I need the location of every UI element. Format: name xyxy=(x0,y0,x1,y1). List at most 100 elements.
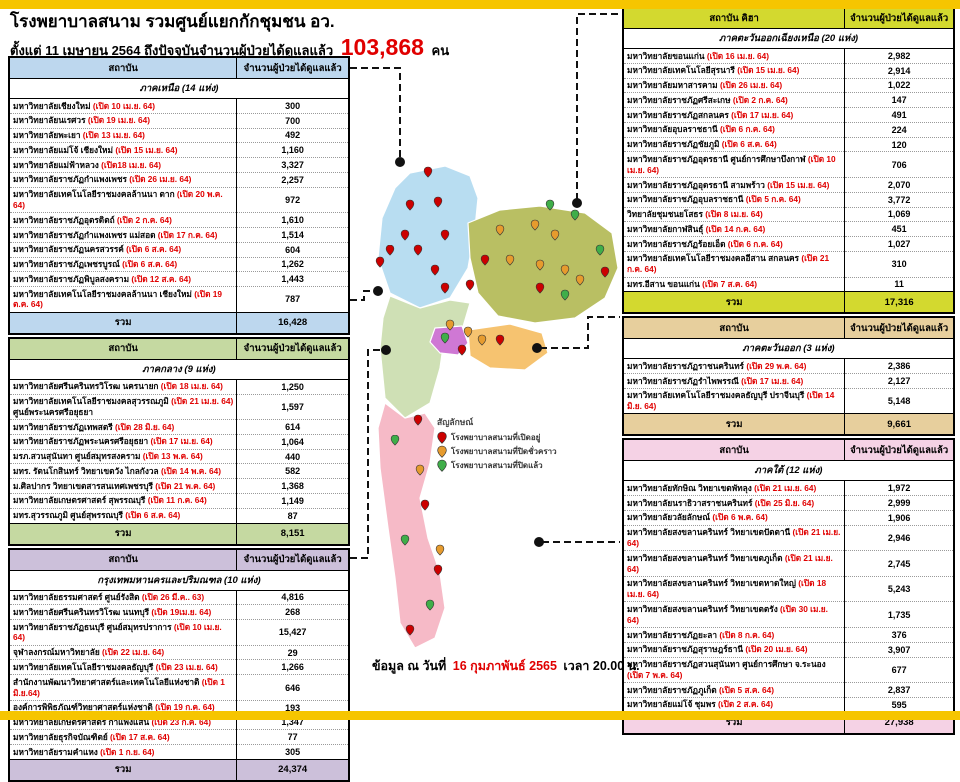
institution-name: มหาวิทยาลัยสงขลานครินทร์ วิทยาเขตภูเก็ต xyxy=(627,552,785,563)
institution-name: มหาวิทยาลัยราชภัฏสกลนคร xyxy=(627,109,732,120)
col-header-count: จำนวนผู้ป่วยได้ดูแลแล้ว xyxy=(844,438,955,462)
open-date: (เปิด18 เม.ย. 64) xyxy=(101,159,161,170)
open-date: (เปิด 23 เม.ย. 64) xyxy=(155,661,218,672)
institution-name: มหาวิทยาลัยราชภัฏชัยภูมิ xyxy=(627,139,722,150)
open-date: (เปิด 20 เม.ย. 64) xyxy=(745,644,808,655)
open-date: (เปิด 17 ก.ค. 64) xyxy=(157,229,218,240)
open-date: (เปิด 19 ต.ค. 64) xyxy=(13,288,222,310)
table-row: มหาวิทยาลัยราชภัฏเพชรบูรณ์ (เปิด 6 ส.ค. … xyxy=(9,257,349,273)
table-row: มทร.สุวรรณภูมิ ศูนย์สุพรรณบุรี (เปิด 6 ส… xyxy=(9,508,349,524)
col-header-count: จำนวนผู้ป่วยได้ดูแลแล้ว xyxy=(236,337,350,360)
table-row: มหาวิทยาลัยราชภัฏธนบุรี ศูนย์สมุทรปราการ… xyxy=(9,619,349,646)
map-pins xyxy=(375,166,610,636)
section-title: ภาคตะวันออก (3 แห่ง) xyxy=(623,338,954,360)
institution-name: มหาวิทยาลัยราชภัฏร้อยเอ็ด xyxy=(627,238,728,249)
patient-count-cell: 2,837 xyxy=(844,682,954,698)
hospital-pin-icon xyxy=(560,289,570,301)
institution-cell: สำนักงานพัฒนาวิทยาศาสตร์และเทคโนโลยีแห่ง… xyxy=(9,674,237,701)
total-label: รวม xyxy=(623,291,845,314)
patient-count-cell: 1,972 xyxy=(844,480,954,497)
hospital-pin-icon xyxy=(477,334,487,346)
hospital-pin-icon xyxy=(440,229,450,241)
table-row: ม.ศิลปากร วิทยาเขตสารสนเทศเพชรบุรี (เปิด… xyxy=(9,478,349,494)
map-legend: สัญลักษณ์ โรงพยาบาลสนามที่เปิดอยู่ โรงพยา… xyxy=(437,415,617,473)
table-central: สถาบัน จำนวนผู้ป่วยได้ดูแลแล้ว ภาคกลาง (9 … xyxy=(8,336,350,546)
patient-count-cell: 4,816 xyxy=(236,590,349,606)
institution-cell: มหาวิทยาลัยแม่ฟ้าหลวง (เปิด18 เม.ย. 64) xyxy=(9,157,237,173)
patient-count-cell: 700 xyxy=(236,113,349,129)
patient-count-cell: 3,907 xyxy=(844,642,954,658)
table-row: มหาวิทยาลัยราชภัฏร้อยเอ็ด (เปิด 6 ก.ค. 6… xyxy=(623,236,954,252)
institution-cell: มหาวิทยาลัยราชภัฏร้อยเอ็ด (เปิด 6 ก.ค. 6… xyxy=(623,236,845,252)
open-date: (เปิด 12 ส.ค. 64) xyxy=(131,273,191,284)
open-date: (เปิด 10 เม.ย. 64) xyxy=(13,621,222,643)
table-row: มหาวิทยาลัยศรีนครินทรวิโรฒ นครนายก (เปิด… xyxy=(9,379,349,395)
institution-cell: มทร.สุวรรณภูมิ ศูนย์สุพรรณบุรี (เปิด 6 ส… xyxy=(9,508,237,524)
table-row: มหาวิทยาลัยเทคโนโลยีราชมงคลล้านนา เชียงใ… xyxy=(9,286,349,313)
legend-items: โรงพยาบาลสนามที่เปิดอยู่ โรงพยาบาลสนามที่… xyxy=(437,431,617,472)
map-region-south xyxy=(377,402,446,649)
institution-cell: มหาวิทยาลัยราชภัฏภูเก็ต (เปิด 5 ส.ค. 64) xyxy=(623,682,845,698)
total-patients-unit: คน xyxy=(431,43,450,59)
institution-name: มหาวิทยาลัยเทคโนโลยีราชมงคลล้านนา เชียงใ… xyxy=(13,288,195,299)
institution-name: มหาวิทยาลัยราชภัฏสุราษฎร์ธานี xyxy=(627,644,746,655)
col-header-count: จำนวนผู้ป่วยได้ดูแลแล้ว xyxy=(236,56,350,79)
institution-cell: มหาวิทยาลัยเกษตรศาสตร์ สุพรรณบุรี (เปิด … xyxy=(9,493,237,509)
col-header-institution: สถาบัน xyxy=(8,56,238,79)
section-row: กรุงเทพมหานครและปริมณฑล (10 แห่ง) xyxy=(9,570,349,591)
table-row: มหาวิทยาลัยรามคำแหง (เปิด 1 ก.ย. 64) 305 xyxy=(9,744,349,760)
hospital-pin-icon xyxy=(495,334,505,346)
bottom-gold-bar xyxy=(0,711,960,720)
institution-cell: มทร. รัตนโกสินทร์ วิทยาเขตวัง ไกลกังวล (… xyxy=(9,463,237,480)
open-date: (เปิด 18 เม.ย. 64) xyxy=(627,578,827,600)
open-date: (เปิด 7 พ.ค. 64) xyxy=(627,669,683,680)
institution-name: มหาวิทยาลัยราชภัฏภูเก็ต xyxy=(627,684,719,695)
open-date: (เปิด 6 ส.ค. 64) xyxy=(126,244,182,255)
institution-cell: มหาวิทยาลัยราชภัฏนครสวรรค์ (เปิด 6 ส.ค. … xyxy=(9,242,237,258)
section-row: ภาคกลาง (9 แห่ง) xyxy=(9,359,349,380)
institution-cell: มหาวิทยาลัยอุบลราชธานี (เปิด 6 ก.ค. 64) xyxy=(623,122,845,138)
institution-name: มหาวิทยาลัยราชภัฏอุดรธานี ศูนย์การศึกษาบ… xyxy=(627,153,808,164)
table-northeast-header-row: สถาบัน คิฮา จำนวนผู้ป่วยได้ดูแลแล้ว xyxy=(622,6,955,29)
institution-name: มหาวิทยาลัยอุบลราชธานี xyxy=(627,124,720,135)
open-date: (เปิด 19 เม.ย. 64) xyxy=(87,115,151,126)
institution-cell: มหาวิทยาลัยราชภัฏยะลา (เปิด 8 ก.ค. 64) xyxy=(623,627,845,643)
table-row: มหาวิทยาลัยราชภัฏรำไพพรรณี (เปิด 17 เม.ย… xyxy=(623,373,954,389)
open-date: (เปิด 15 เม.ย. 64) xyxy=(737,65,800,76)
institution-name: มหาวิทยาลัยราชภัฏกำแพงเพชร แม่สอด xyxy=(13,229,158,240)
institution-cell: มหาวิทยาลัยราชภัฏสวนสุนันทา ศูนย์การศึกษ… xyxy=(623,657,845,684)
open-date: (เปิด 15 เม.ย. 64) xyxy=(767,179,830,190)
table-row: มหาวิทยาลัยแม่โจ้ ชุมพร (เปิด 2 ส.ค. 64)… xyxy=(623,697,954,713)
col-header-count: จำนวนผู้ป่วยได้ดูแลแล้ว xyxy=(844,316,955,340)
total-row: รวม 8,151 xyxy=(9,522,349,545)
right-tables-column: สถาบัน คิฮา จำนวนผู้ป่วยได้ดูแลแล้ว ภาคตะว… xyxy=(622,6,955,735)
hospital-pin-icon xyxy=(435,544,445,556)
institution-name: มหาวิทยาลัยธรรมศาสตร์ ศูนย์รังสิต xyxy=(13,592,142,603)
open-date: (เปิด 6 ก.ค. 64) xyxy=(727,238,783,249)
institution-cell: มหาวิทยาลัยศรีนครินทรวิโรฒ นครนายก (เปิด… xyxy=(9,379,237,395)
patient-count-cell: 376 xyxy=(844,627,954,643)
table-row: มหาวิทยาลัยเชียงใหม่ (เปิด 10 เม.ย. 64) 3… xyxy=(9,98,349,114)
institution-name: ม.ศิลปากร วิทยาเขตสารสนเทศเพชรบุรี xyxy=(13,480,156,491)
institution-cell: มหาวิทยาลัยวลัยลักษณ์ (เปิด 6 พ.ค. 64) xyxy=(623,510,845,526)
total-value: 8,151 xyxy=(236,522,349,545)
patient-count-cell: 2,914 xyxy=(844,63,954,79)
hospital-pin-icon xyxy=(390,434,400,446)
institution-name: มหาวิทยาลัยรามคำแหง xyxy=(13,746,101,757)
institution-name: มหาวิทยาลัยมหาสารคาม xyxy=(627,80,720,91)
hospital-pin-icon xyxy=(405,624,415,636)
table-row: มหาวิทยาลัยพะเยา (เปิด 13 เม.ย. 64) 492 xyxy=(9,128,349,144)
thailand-map xyxy=(350,118,630,666)
total-row: รวม 9,661 xyxy=(623,413,954,436)
table-row: มหาวิทยาลัยราชภัฏอุบลราชธานี (เปิด 5 ก.ค… xyxy=(623,192,954,208)
institution-name: มหาวิทยาลัยสงขลานครินทร์ วิทยาเขตปัตตานี xyxy=(627,527,793,538)
hospital-pin-icon xyxy=(570,209,580,221)
open-date: (เปิด 10 เม.ย. 64) xyxy=(92,100,156,111)
hospital-pin-icon xyxy=(433,196,443,208)
institution-name: มหาวิทยาลัยธุรกิจบัณฑิตย์ xyxy=(13,731,111,742)
hospital-pin-icon xyxy=(480,254,490,266)
col-header-institution: สถาบัน คิฮา xyxy=(622,6,846,29)
section-row: ภาคเหนือ (14 แห่ง) xyxy=(9,78,349,99)
patient-count-cell: 3,772 xyxy=(844,192,954,208)
institution-cell: มหาวิทยาลัยแม่โจ้ ชุมพร (เปิด 2 ส.ค. 64) xyxy=(623,697,845,713)
